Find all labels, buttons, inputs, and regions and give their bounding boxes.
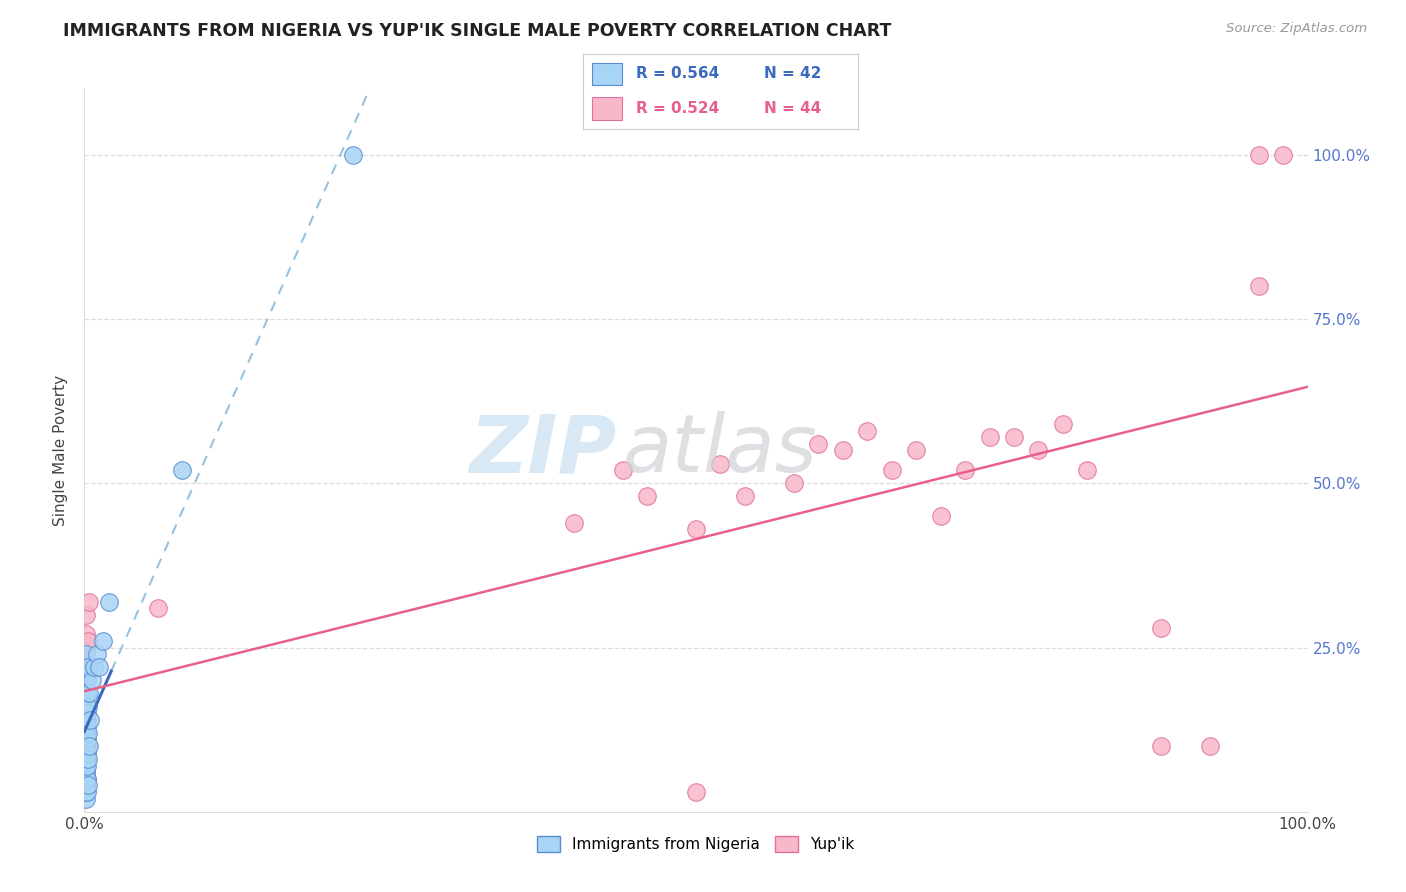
Point bbox=[75, 772, 97, 786]
Point bbox=[77, 726, 100, 740]
Point bbox=[979, 430, 1001, 444]
Point bbox=[77, 660, 100, 674]
Point bbox=[76, 772, 98, 786]
Text: IMMIGRANTS FROM NIGERIA VS YUP'IK SINGLE MALE POVERTY CORRELATION CHART: IMMIGRANTS FROM NIGERIA VS YUP'IK SINGLE… bbox=[63, 22, 891, 40]
Text: ZIP: ZIP bbox=[470, 411, 616, 490]
Point bbox=[709, 457, 731, 471]
Bar bbox=[592, 97, 621, 120]
Point bbox=[76, 660, 98, 674]
Point bbox=[77, 699, 100, 714]
Y-axis label: Single Male Poverty: Single Male Poverty bbox=[53, 375, 69, 526]
Point bbox=[75, 791, 97, 805]
Point bbox=[1272, 148, 1295, 162]
Point bbox=[685, 522, 707, 536]
Point bbox=[87, 660, 110, 674]
Point bbox=[880, 463, 903, 477]
Point bbox=[75, 739, 97, 753]
Point bbox=[76, 719, 98, 733]
Point bbox=[76, 686, 98, 700]
Point bbox=[75, 785, 97, 799]
Point bbox=[76, 673, 98, 688]
Point bbox=[685, 785, 707, 799]
Text: atlas: atlas bbox=[623, 411, 817, 490]
Point bbox=[76, 686, 98, 700]
Point bbox=[76, 746, 98, 760]
Point bbox=[612, 463, 634, 477]
Point bbox=[807, 437, 830, 451]
Point bbox=[75, 654, 97, 668]
Point bbox=[75, 647, 97, 661]
Point bbox=[172, 463, 194, 477]
Point bbox=[1247, 279, 1270, 293]
Legend: Immigrants from Nigeria, Yup'ik: Immigrants from Nigeria, Yup'ik bbox=[531, 830, 860, 858]
Point bbox=[75, 607, 97, 622]
Point bbox=[76, 752, 98, 766]
Text: R = 0.524: R = 0.524 bbox=[636, 101, 718, 116]
Point bbox=[75, 673, 97, 688]
Point bbox=[86, 647, 108, 661]
Point bbox=[146, 601, 169, 615]
Point bbox=[76, 713, 98, 727]
Point bbox=[75, 640, 97, 655]
Point bbox=[1076, 463, 1098, 477]
Point bbox=[91, 634, 114, 648]
Point bbox=[562, 516, 585, 530]
Point bbox=[1052, 417, 1074, 432]
Bar bbox=[592, 62, 621, 86]
Point bbox=[75, 673, 97, 688]
Point bbox=[76, 785, 98, 799]
Point bbox=[77, 739, 100, 753]
Point bbox=[80, 673, 103, 688]
Point bbox=[856, 424, 879, 438]
Point bbox=[75, 752, 97, 766]
Point bbox=[77, 594, 100, 608]
Point bbox=[76, 732, 98, 747]
Point bbox=[75, 713, 97, 727]
Point bbox=[75, 732, 97, 747]
Point bbox=[636, 490, 658, 504]
Text: N = 44: N = 44 bbox=[765, 101, 821, 116]
Text: Source: ZipAtlas.com: Source: ZipAtlas.com bbox=[1226, 22, 1367, 36]
Point bbox=[97, 594, 120, 608]
Point bbox=[75, 699, 97, 714]
Text: N = 42: N = 42 bbox=[765, 67, 823, 81]
Point bbox=[783, 476, 806, 491]
Point bbox=[75, 739, 97, 753]
Point bbox=[75, 660, 97, 674]
Point bbox=[929, 509, 952, 524]
Point bbox=[76, 772, 98, 786]
Text: R = 0.564: R = 0.564 bbox=[636, 67, 718, 81]
Point bbox=[75, 765, 97, 780]
Point bbox=[76, 758, 98, 772]
Point bbox=[77, 739, 100, 753]
Point bbox=[77, 779, 100, 793]
Point bbox=[75, 779, 97, 793]
Point bbox=[83, 660, 105, 674]
Point bbox=[1198, 739, 1220, 753]
Point bbox=[1150, 621, 1173, 635]
Point bbox=[75, 713, 97, 727]
Point bbox=[75, 686, 97, 700]
Point bbox=[76, 706, 98, 721]
Point bbox=[75, 758, 97, 772]
Point bbox=[734, 490, 756, 504]
Point bbox=[75, 765, 97, 780]
Point bbox=[1002, 430, 1025, 444]
Point bbox=[77, 752, 100, 766]
Point bbox=[1028, 443, 1050, 458]
Point bbox=[77, 686, 100, 700]
Point bbox=[75, 726, 97, 740]
Point bbox=[1247, 148, 1270, 162]
Point bbox=[75, 779, 97, 793]
Point bbox=[79, 713, 101, 727]
Point bbox=[75, 746, 97, 760]
Point bbox=[342, 148, 364, 162]
Point bbox=[905, 443, 928, 458]
Point bbox=[75, 627, 97, 641]
Point bbox=[831, 443, 853, 458]
Point bbox=[1150, 739, 1173, 753]
Point bbox=[953, 463, 976, 477]
Point bbox=[77, 634, 100, 648]
